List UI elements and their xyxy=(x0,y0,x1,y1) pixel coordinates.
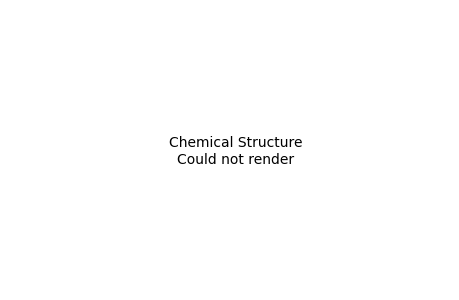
Text: Chemical Structure
Could not render: Chemical Structure Could not render xyxy=(168,136,302,166)
